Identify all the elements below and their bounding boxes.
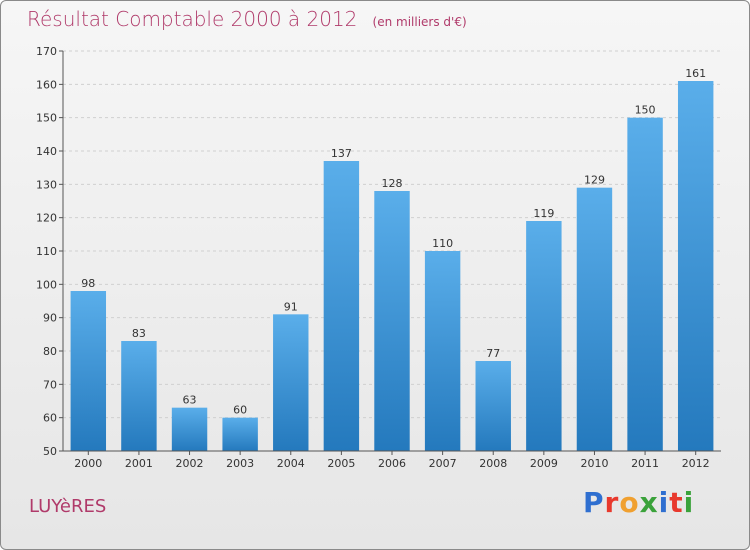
x-tick-label: 2001 — [125, 457, 153, 470]
x-tick-label: 2007 — [429, 457, 457, 470]
x-tick-label: 2010 — [580, 457, 608, 470]
bar[interactable] — [70, 291, 107, 451]
bar[interactable] — [323, 161, 360, 451]
bar-value-label: 150 — [635, 104, 656, 117]
bar-value-label: 91 — [284, 300, 298, 313]
logo-letter: i — [658, 486, 670, 519]
chart-title-main: Résultat Comptable 2000 à 2012 — [27, 7, 358, 31]
x-tick-label: 2002 — [176, 457, 204, 470]
y-tick-label: 160 — [36, 78, 57, 91]
bar[interactable] — [576, 187, 613, 451]
bar-value-label: 137 — [331, 147, 352, 160]
x-tick-label: 2011 — [631, 457, 659, 470]
bar[interactable] — [222, 417, 258, 451]
y-tick-label: 110 — [36, 245, 57, 258]
x-tick-label: 2003 — [226, 457, 254, 470]
y-tick-label: 170 — [36, 45, 57, 58]
bar[interactable] — [121, 341, 157, 451]
x-tick-label: 2005 — [327, 457, 355, 470]
bar[interactable] — [627, 117, 663, 452]
x-tick-label: 2000 — [74, 457, 102, 470]
bar-value-label: 129 — [584, 174, 605, 187]
x-tick-label: 2008 — [479, 457, 507, 470]
bar-value-label: 110 — [432, 237, 453, 250]
bar[interactable] — [677, 81, 714, 451]
bar-value-label: 83 — [132, 327, 146, 340]
y-tick-label: 70 — [43, 378, 57, 391]
y-tick-label: 90 — [43, 312, 57, 325]
bar[interactable] — [374, 191, 410, 451]
y-tick-label: 100 — [36, 278, 57, 291]
bar-value-label: 77 — [486, 347, 500, 360]
y-tick-label: 60 — [43, 412, 57, 425]
bar-value-label: 60 — [233, 404, 247, 417]
commune-name: LUYèRES — [29, 496, 107, 517]
proxiti-logo[interactable]: Proxiti — [583, 486, 694, 519]
logo-letter: t — [669, 486, 684, 519]
x-tick-label: 2006 — [378, 457, 406, 470]
logo-letter: x — [639, 486, 659, 519]
bar[interactable] — [424, 251, 461, 451]
y-tick-label: 50 — [43, 445, 57, 458]
bar[interactable] — [273, 314, 309, 451]
x-tick-label: 2012 — [682, 457, 710, 470]
y-tick-label: 80 — [43, 345, 57, 358]
chart-title: Résultat Comptable 2000 à 2012 (en milli… — [27, 7, 467, 31]
bar[interactable] — [475, 361, 511, 451]
logo-letter: r — [604, 486, 620, 519]
bar[interactable] — [171, 407, 208, 451]
x-tick-label: 2004 — [277, 457, 305, 470]
y-tick-label: 130 — [36, 178, 57, 191]
bar-value-label: 98 — [81, 277, 95, 290]
bar[interactable] — [526, 221, 562, 451]
logo-letter: o — [619, 486, 640, 519]
y-tick-label: 120 — [36, 212, 57, 225]
chart-subtitle: (en milliers d'€) — [372, 15, 467, 29]
logo-letter: i — [683, 486, 695, 519]
bar-value-label: 128 — [382, 177, 403, 190]
bar-value-label: 161 — [685, 67, 706, 80]
bar-value-label: 119 — [533, 207, 554, 220]
x-tick-label: 2009 — [530, 457, 558, 470]
logo-letter: P — [583, 486, 605, 519]
y-tick-label: 140 — [36, 145, 57, 158]
bar-value-label: 63 — [183, 394, 197, 407]
y-tick-label: 150 — [36, 112, 57, 125]
